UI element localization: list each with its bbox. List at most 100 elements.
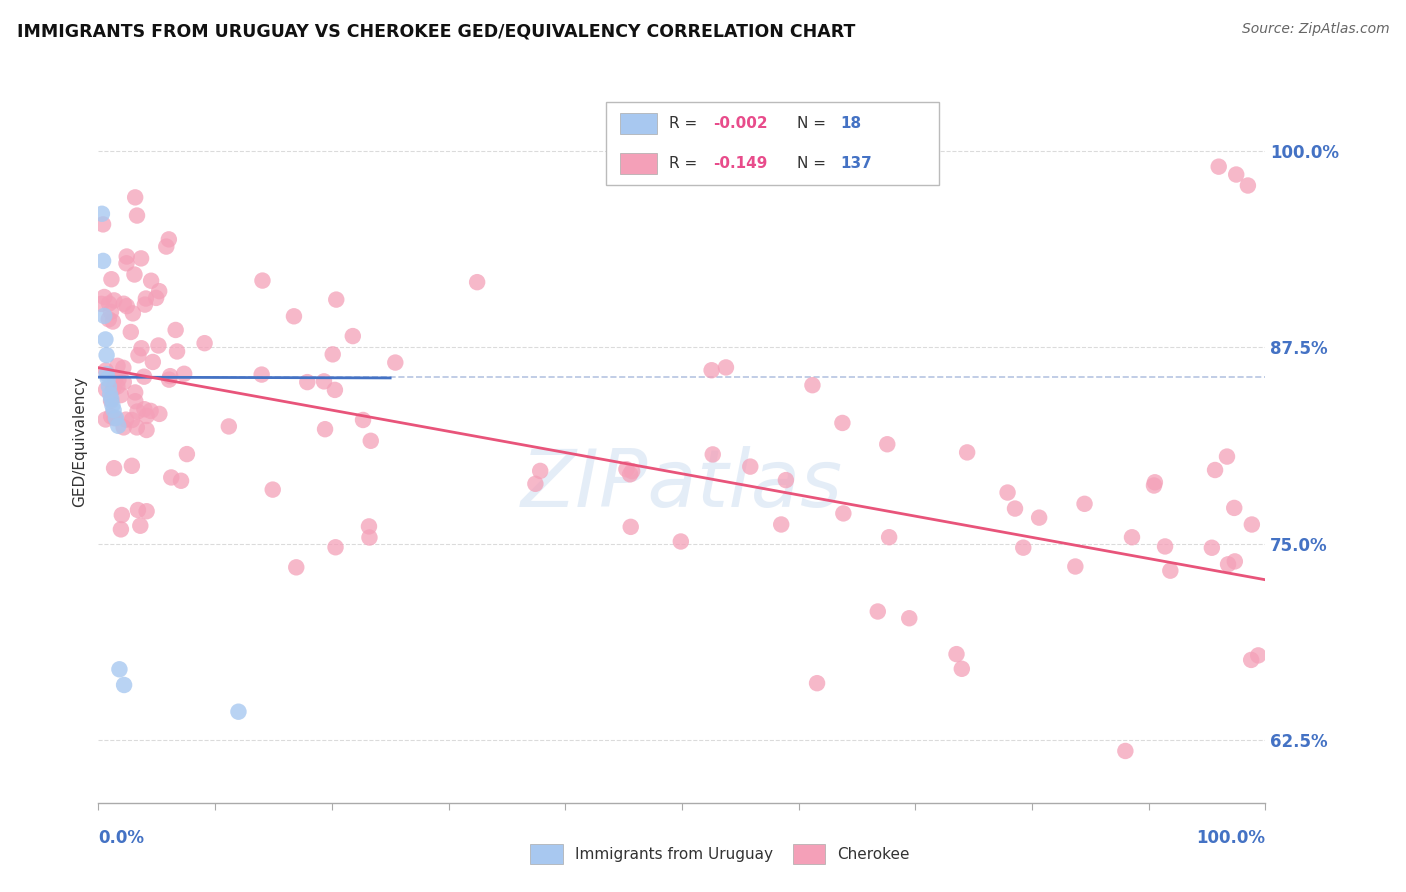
Point bbox=[100, 409, 122, 424]
Point bbox=[621, 464, 644, 478]
Point bbox=[148, 407, 170, 421]
Bar bbox=[606, 102, 939, 185]
Point bbox=[124, 385, 146, 400]
Point bbox=[97, 372, 120, 386]
Point bbox=[194, 336, 217, 351]
Point bbox=[135, 409, 157, 423]
Point bbox=[160, 470, 183, 484]
Point bbox=[112, 375, 135, 389]
Point bbox=[115, 256, 138, 270]
Point bbox=[283, 310, 305, 324]
Point bbox=[1247, 648, 1270, 663]
Point bbox=[801, 378, 824, 392]
Point bbox=[1143, 475, 1166, 490]
Point bbox=[173, 367, 195, 381]
Point bbox=[115, 250, 138, 264]
Text: R =: R = bbox=[669, 156, 702, 171]
Point bbox=[127, 503, 149, 517]
Point bbox=[97, 312, 120, 326]
Point bbox=[285, 560, 308, 574]
Point bbox=[1143, 478, 1166, 492]
Point bbox=[115, 412, 138, 426]
Point bbox=[100, 392, 122, 406]
Point bbox=[112, 297, 135, 311]
Point bbox=[831, 416, 853, 430]
Point bbox=[352, 413, 374, 427]
Point bbox=[357, 519, 380, 533]
Point bbox=[125, 209, 148, 223]
Point bbox=[312, 375, 335, 389]
Bar bbox=[530, 844, 562, 864]
Y-axis label: GED/Equivalency: GED/Equivalency bbox=[72, 376, 87, 507]
Point bbox=[770, 517, 793, 532]
Point bbox=[98, 387, 121, 401]
Point bbox=[115, 299, 138, 313]
Point bbox=[145, 291, 167, 305]
Point bbox=[122, 306, 145, 320]
Point bbox=[131, 341, 153, 355]
Point bbox=[124, 268, 146, 282]
Point bbox=[1223, 554, 1246, 568]
Point bbox=[898, 611, 921, 625]
Point bbox=[876, 437, 898, 451]
Point bbox=[157, 232, 180, 246]
Point bbox=[524, 476, 547, 491]
Point bbox=[148, 284, 170, 298]
Point bbox=[1240, 517, 1263, 532]
Point bbox=[148, 338, 170, 352]
Point bbox=[101, 314, 124, 328]
Point bbox=[1028, 510, 1050, 524]
Point bbox=[950, 662, 973, 676]
Point bbox=[94, 412, 117, 426]
Point bbox=[134, 402, 156, 417]
Point bbox=[132, 369, 155, 384]
Text: N =: N = bbox=[797, 156, 831, 171]
Point bbox=[103, 381, 125, 395]
Point bbox=[262, 483, 284, 497]
Point bbox=[616, 462, 638, 476]
Point bbox=[104, 411, 127, 425]
Point bbox=[323, 383, 346, 397]
Bar bbox=[793, 844, 825, 864]
Point bbox=[159, 369, 181, 384]
Point bbox=[91, 253, 114, 268]
Point bbox=[103, 461, 125, 475]
Point bbox=[1154, 540, 1177, 554]
Point bbox=[1216, 450, 1239, 464]
Point bbox=[1012, 541, 1035, 555]
Point bbox=[165, 323, 187, 337]
Point bbox=[135, 423, 157, 437]
Point bbox=[166, 344, 188, 359]
Point bbox=[93, 309, 115, 323]
Point bbox=[297, 375, 319, 389]
Point bbox=[121, 413, 143, 427]
Point bbox=[112, 360, 135, 375]
Point bbox=[619, 467, 641, 482]
Point bbox=[529, 464, 551, 478]
Point bbox=[90, 297, 112, 311]
Point bbox=[98, 296, 121, 310]
Point bbox=[1223, 500, 1246, 515]
Point bbox=[1216, 558, 1239, 572]
Point bbox=[1240, 653, 1263, 667]
Point bbox=[104, 411, 127, 425]
Point bbox=[465, 275, 488, 289]
Point bbox=[129, 252, 152, 266]
Bar bbox=[620, 153, 658, 174]
Point bbox=[107, 359, 129, 373]
Point bbox=[135, 504, 157, 518]
Point bbox=[112, 420, 135, 434]
Point bbox=[120, 325, 142, 339]
Point bbox=[228, 705, 250, 719]
Point bbox=[124, 394, 146, 409]
Point bbox=[91, 218, 114, 232]
Point bbox=[252, 274, 274, 288]
Point bbox=[775, 473, 797, 487]
Point bbox=[139, 404, 162, 418]
Point bbox=[1114, 744, 1136, 758]
Point bbox=[359, 531, 381, 545]
Text: 100.0%: 100.0% bbox=[1197, 829, 1265, 847]
Point bbox=[314, 422, 336, 436]
Point bbox=[100, 272, 122, 286]
Text: 0.0%: 0.0% bbox=[98, 829, 145, 847]
